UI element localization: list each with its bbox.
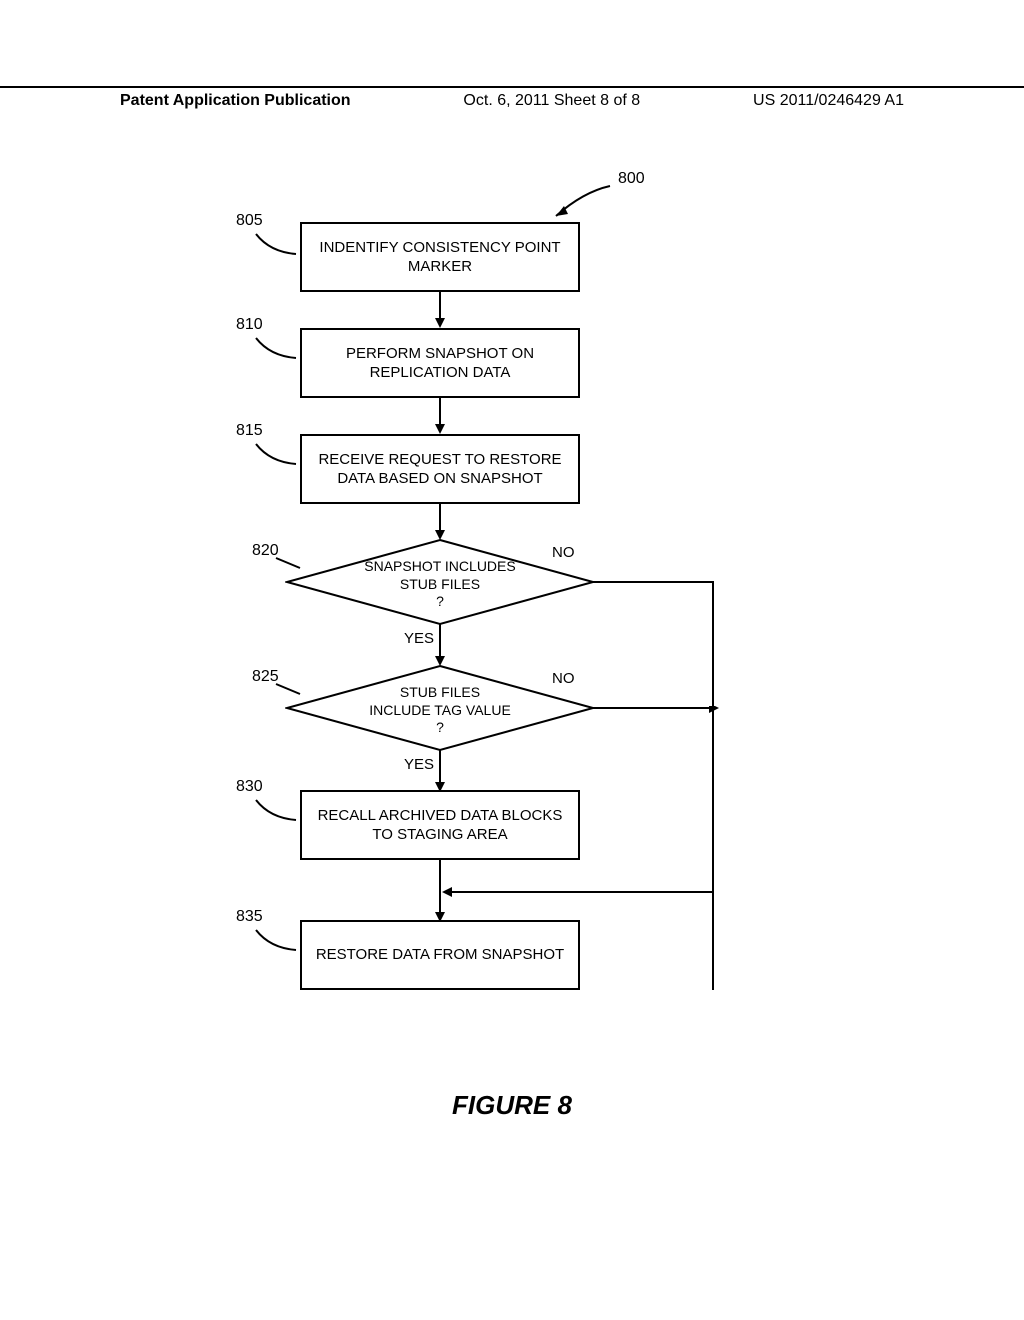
callout-815 xyxy=(252,440,302,470)
ref-835: 835 xyxy=(236,908,263,926)
callout-835 xyxy=(252,926,302,956)
ref-815: 815 xyxy=(236,422,263,440)
label-825-yes: YES xyxy=(404,756,434,773)
step-810: PERFORM SNAPSHOT ON REPLICATION DATA xyxy=(300,328,580,398)
decision-820: SNAPSHOT INCLUDES STUB FILES ? xyxy=(285,538,595,626)
arrow-825-no-path xyxy=(593,706,723,716)
ref-800: 800 xyxy=(618,170,645,188)
header-right: US 2011/0246429 A1 xyxy=(753,92,904,110)
ref-800-arrow xyxy=(548,182,618,222)
arrow-815-820 xyxy=(434,504,446,542)
flowchart-canvas: 800 805 INDENTIFY CONSISTENCY POINT MARK… xyxy=(0,130,1024,1230)
arrow-820-no-path xyxy=(593,580,723,1000)
label-820-yes: YES xyxy=(404,630,434,647)
header-center: Oct. 6, 2011 Sheet 8 of 8 xyxy=(463,92,640,110)
arrow-no-merge xyxy=(440,886,720,898)
step-830: RECALL ARCHIVED DATA BLOCKS TO STAGING A… xyxy=(300,790,580,860)
arrow-805-810 xyxy=(434,292,446,330)
step-835-text: RESTORE DATA FROM SNAPSHOT xyxy=(316,945,564,965)
arrow-810-815 xyxy=(434,398,446,436)
callout-805 xyxy=(252,230,302,260)
step-805: INDENTIFY CONSISTENCY POINT MARKER xyxy=(300,222,580,292)
header-row: Patent Application Publication Oct. 6, 2… xyxy=(0,92,1024,110)
decision-825: STUB FILES INCLUDE TAG VALUE ? xyxy=(285,664,595,752)
decision-825-text: STUB FILES INCLUDE TAG VALUE ? xyxy=(285,684,595,737)
arrow-820-825 xyxy=(434,624,446,668)
ref-810: 810 xyxy=(236,316,263,334)
figure-caption: FIGURE 8 xyxy=(0,1090,1024,1121)
ref-830: 830 xyxy=(236,778,263,796)
label-825-no: NO xyxy=(552,670,575,687)
no-branch-vert-ext xyxy=(711,886,715,996)
step-835: RESTORE DATA FROM SNAPSHOT xyxy=(300,920,580,990)
step-810-text: PERFORM SNAPSHOT ON REPLICATION DATA xyxy=(346,344,534,383)
ref-805: 805 xyxy=(236,212,263,230)
page-header: Patent Application Publication Oct. 6, 2… xyxy=(0,86,1024,110)
header-left: Patent Application Publication xyxy=(120,92,351,110)
callout-830 xyxy=(252,796,302,826)
label-820-no: NO xyxy=(552,544,575,561)
step-830-text: RECALL ARCHIVED DATA BLOCKS TO STAGING A… xyxy=(318,806,563,845)
step-815-text: RECEIVE REQUEST TO RESTORE DATA BASED ON… xyxy=(318,450,561,489)
step-815: RECEIVE REQUEST TO RESTORE DATA BASED ON… xyxy=(300,434,580,504)
callout-810 xyxy=(252,334,302,364)
arrow-825-830 xyxy=(434,750,446,794)
decision-820-text: SNAPSHOT INCLUDES STUB FILES ? xyxy=(285,558,595,611)
step-805-text: INDENTIFY CONSISTENCY POINT MARKER xyxy=(319,238,560,277)
